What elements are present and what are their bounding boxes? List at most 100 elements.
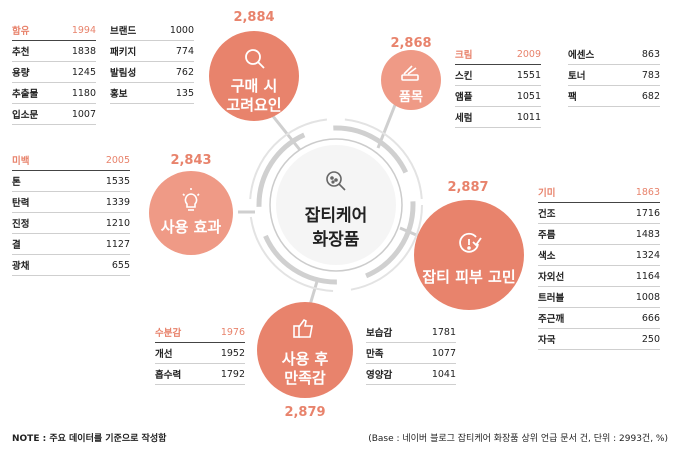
connector-satisfaction bbox=[308, 277, 320, 306]
search-icon bbox=[245, 49, 265, 69]
item-count: 2,868 bbox=[390, 36, 432, 51]
table-row: 톤 1535 bbox=[12, 171, 130, 192]
alert-check-icon bbox=[459, 232, 482, 253]
row-count: 2005 bbox=[105, 154, 130, 166]
effect-count: 2,843 bbox=[170, 153, 212, 168]
row-keyword: 미백 bbox=[12, 156, 30, 167]
center-search-icon bbox=[326, 171, 346, 191]
row-keyword: 에센스 bbox=[568, 50, 595, 61]
row-keyword: 기미 bbox=[538, 188, 556, 199]
purchase-label: 구매 시 고려요인 bbox=[226, 77, 282, 114]
row-keyword: 자외선 bbox=[538, 272, 565, 283]
row-count: 1483 bbox=[635, 228, 660, 240]
row-count: 1008 bbox=[635, 291, 660, 303]
table-row: 자국 250 bbox=[538, 329, 660, 350]
row-keyword: 추천 bbox=[12, 47, 30, 58]
table-row: 크림 2009 bbox=[455, 44, 541, 65]
effect-label: 사용 효과 bbox=[160, 218, 222, 236]
table-row: 개선 1952 bbox=[155, 343, 245, 364]
table-items-2: 에센스 863 토너 783 팩 682 bbox=[568, 44, 660, 107]
table-row: 광채 655 bbox=[12, 255, 130, 276]
row-count: 1051 bbox=[516, 90, 541, 102]
table-row: 흡수력 1792 bbox=[155, 364, 245, 385]
row-count: 1838 bbox=[71, 45, 96, 57]
row-keyword: 보습감 bbox=[366, 328, 393, 339]
row-keyword: 브랜드 bbox=[110, 26, 137, 37]
row-count: 1180 bbox=[71, 87, 96, 99]
row-count: 1011 bbox=[516, 111, 541, 123]
row-keyword: 크림 bbox=[455, 50, 473, 61]
row-keyword: 건조 bbox=[538, 209, 556, 220]
table-row: 주근깨 666 bbox=[538, 308, 660, 329]
cosmetics-icon bbox=[401, 65, 419, 81]
row-count: 783 bbox=[641, 69, 660, 81]
row-keyword: 앰플 bbox=[455, 92, 473, 103]
row-count: 1716 bbox=[635, 207, 660, 219]
table-row: 수분감 1976 bbox=[155, 322, 245, 343]
table-row: 결 1127 bbox=[12, 234, 130, 255]
row-count: 1007 bbox=[71, 108, 96, 120]
middle-ring bbox=[256, 125, 416, 285]
row-count: 1994 bbox=[71, 24, 96, 36]
table-satisfaction-2: 보습감 1781 만족 1077 영양감 1041 bbox=[366, 322, 456, 385]
row-count: 762 bbox=[175, 66, 194, 78]
table-row: 토너 783 bbox=[568, 65, 660, 86]
table-row: 함유 1994 bbox=[12, 20, 96, 41]
bubble-concern bbox=[414, 200, 524, 310]
table-row: 영양감 1041 bbox=[366, 364, 456, 385]
table-purchase-factors-1: 함유 1994 추천 1838 용량 1245 추출물 1180 입소문 1007 bbox=[12, 20, 96, 125]
row-keyword: 패키지 bbox=[110, 47, 137, 58]
row-count: 1339 bbox=[105, 196, 130, 208]
lightbulb-icon bbox=[182, 188, 200, 211]
row-count: 1863 bbox=[635, 186, 660, 198]
table-row: 세럼 1011 bbox=[455, 107, 541, 128]
row-keyword: 트러블 bbox=[538, 293, 565, 304]
row-count: 1210 bbox=[105, 217, 130, 229]
row-keyword: 용량 bbox=[12, 68, 30, 79]
row-keyword: 흡수력 bbox=[155, 370, 182, 381]
item-label: 품목 bbox=[399, 90, 423, 105]
bubble-purchase bbox=[209, 31, 299, 121]
table-row: 진정 1210 bbox=[12, 213, 130, 234]
row-keyword: 스킨 bbox=[455, 71, 473, 82]
row-count: 2009 bbox=[516, 48, 541, 60]
row-keyword: 세럼 bbox=[455, 113, 473, 124]
table-row: 스킨 1551 bbox=[455, 65, 541, 86]
row-keyword: 발림성 bbox=[110, 68, 137, 79]
row-keyword: 만족 bbox=[366, 349, 384, 360]
table-row: 만족 1077 bbox=[366, 343, 456, 364]
row-keyword: 입소문 bbox=[12, 110, 39, 121]
bubble-effect bbox=[149, 171, 233, 255]
row-keyword: 홍보 bbox=[110, 89, 128, 100]
row-keyword: 광채 bbox=[12, 261, 30, 272]
table-row: 미백 2005 bbox=[12, 150, 130, 171]
row-count: 250 bbox=[641, 333, 660, 345]
row-keyword: 함유 bbox=[12, 26, 30, 37]
table-row: 추출물 1180 bbox=[12, 83, 96, 104]
table-skin-concerns: 기미 1863 건조 1716 주름 1483 색소 1324 자외선 1164 트러블 1008 주근… bbox=[538, 182, 660, 350]
row-count: 863 bbox=[641, 48, 660, 60]
table-row: 추천 1838 bbox=[12, 41, 96, 62]
thumbs-up-icon bbox=[293, 318, 313, 338]
purchase-count: 2,884 bbox=[233, 10, 275, 25]
table-row: 트러블 1008 bbox=[538, 287, 660, 308]
row-count: 1324 bbox=[635, 249, 660, 261]
row-count: 655 bbox=[111, 259, 130, 271]
row-count: 1127 bbox=[105, 238, 130, 250]
row-count: 1976 bbox=[220, 326, 245, 338]
row-count: 1535 bbox=[105, 175, 130, 187]
row-count: 666 bbox=[641, 312, 660, 324]
concern-label: 잡티 피부 고민 bbox=[422, 268, 516, 286]
row-keyword: 팩 bbox=[568, 92, 577, 103]
row-keyword: 톤 bbox=[12, 177, 21, 188]
center-fill bbox=[276, 145, 396, 265]
satisfaction-label: 사용 후 만족감 bbox=[281, 350, 329, 387]
table-row: 색소 1324 bbox=[538, 245, 660, 266]
row-count: 1792 bbox=[220, 368, 245, 380]
satisfaction-count: 2,879 bbox=[284, 405, 326, 420]
footer-note: NOTE : 주요 데이터를 기준으로 작성함 bbox=[12, 434, 167, 444]
table-satisfaction-1: 수분감 1976 개선 1952 흡수력 1792 bbox=[155, 322, 245, 385]
outer-ring bbox=[249, 118, 423, 292]
table-row: 용량 1245 bbox=[12, 62, 96, 83]
row-count: 1164 bbox=[635, 270, 660, 282]
